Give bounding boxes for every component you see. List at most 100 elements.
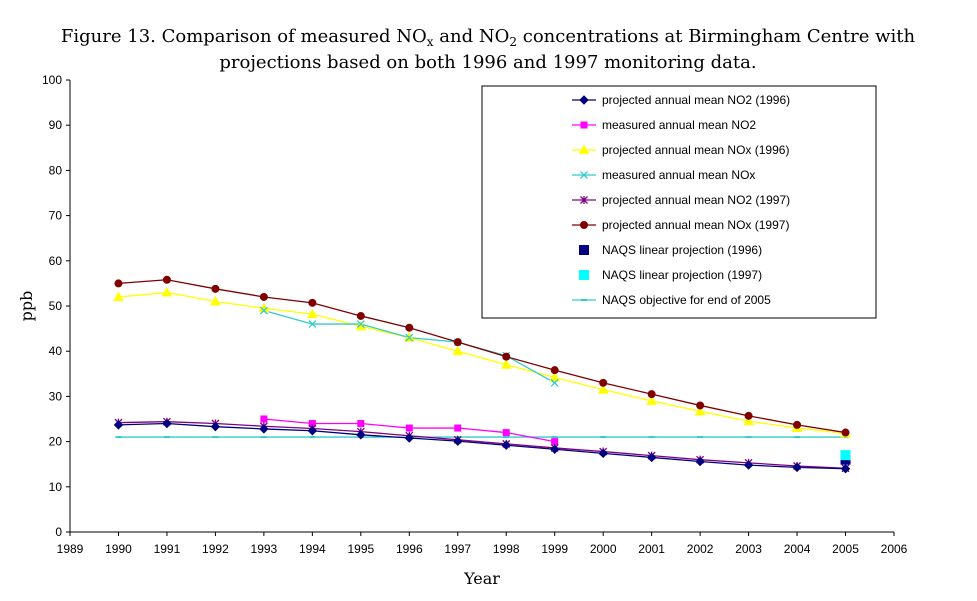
data-point bbox=[501, 440, 511, 450]
data-point bbox=[356, 320, 365, 329]
data-point bbox=[743, 415, 754, 426]
data-point bbox=[113, 420, 124, 430]
data-point bbox=[646, 395, 658, 405]
legend-swatch-marker bbox=[580, 171, 588, 179]
data-point bbox=[551, 438, 559, 446]
data-point bbox=[356, 430, 366, 440]
data-point bbox=[500, 359, 512, 369]
data-point bbox=[549, 444, 560, 454]
data-point bbox=[210, 421, 221, 432]
data-point bbox=[308, 420, 316, 428]
axes bbox=[66, 79, 895, 536]
x-axis-title: Year bbox=[463, 569, 500, 588]
data-point bbox=[598, 448, 608, 459]
legend-label: NAQS linear projection (1997) bbox=[602, 268, 762, 282]
legend-label: projected annual mean NOx (1996) bbox=[602, 143, 789, 157]
x-tick-label: 1994 bbox=[299, 542, 326, 556]
legend-swatch-marker bbox=[579, 270, 589, 280]
y-tick-label: 0 bbox=[55, 525, 62, 539]
data-point bbox=[357, 420, 365, 428]
chart-title-line2: projections based on both 1996 and 1997 … bbox=[219, 52, 756, 73]
data-point bbox=[549, 371, 561, 382]
data-point bbox=[405, 424, 413, 432]
series-line bbox=[118, 422, 846, 470]
x-tick-label: 1998 bbox=[493, 542, 520, 556]
data-point bbox=[114, 279, 123, 288]
y-tick-label: 30 bbox=[49, 389, 63, 403]
chart-title-line1: Figure 13. Comparison of measured NOx an… bbox=[61, 26, 916, 49]
legend: projected annual mean NO2 (1996) measured… bbox=[481, 85, 877, 319]
legend-swatch-marker bbox=[578, 144, 590, 154]
x-tick-label: 2001 bbox=[638, 542, 665, 556]
data-point bbox=[211, 284, 220, 293]
x-tick-label: 2005 bbox=[832, 542, 859, 556]
x-tick-label: 2003 bbox=[735, 542, 762, 556]
plot-area bbox=[113, 275, 851, 474]
legend-label: measured annual mean NOx bbox=[602, 168, 755, 182]
legend-swatch-marker bbox=[580, 121, 588, 129]
y-tick-label: 90 bbox=[49, 118, 63, 132]
data-point bbox=[502, 429, 510, 437]
data-point bbox=[210, 295, 221, 306]
legend-label: projected annual mean NO2 (1997) bbox=[602, 193, 790, 207]
series-line bbox=[263, 309, 556, 384]
x-tick-label: 1995 bbox=[347, 542, 374, 556]
y-tick-label: 50 bbox=[49, 299, 63, 313]
x-tick-label: 1991 bbox=[154, 542, 181, 556]
y-tick-label: 80 bbox=[49, 163, 63, 177]
x-tick-label: 2002 bbox=[687, 542, 714, 556]
legend-swatch-marker bbox=[579, 95, 589, 105]
data-point bbox=[453, 338, 462, 347]
data-point bbox=[840, 450, 851, 461]
y-axis-title: ppb bbox=[17, 291, 36, 322]
legend-label: projected annual mean NO2 (1996) bbox=[602, 93, 790, 107]
data-point bbox=[743, 460, 754, 470]
data-point bbox=[308, 320, 317, 329]
data-point bbox=[454, 424, 462, 432]
data-point bbox=[113, 291, 124, 301]
x-tick-label: 2006 bbox=[881, 542, 908, 556]
data-point bbox=[502, 352, 511, 361]
data-point bbox=[162, 275, 171, 284]
data-point bbox=[550, 366, 559, 375]
series-line bbox=[118, 279, 846, 434]
x-tick-label: 2004 bbox=[784, 542, 811, 556]
y-tick-label: 10 bbox=[49, 480, 63, 494]
data-point bbox=[647, 390, 656, 399]
data-point bbox=[793, 420, 802, 429]
data-point bbox=[646, 452, 657, 463]
legend-label: projected annual mean NOx (1997) bbox=[602, 218, 789, 232]
data-point bbox=[840, 464, 851, 474]
data-point bbox=[694, 405, 706, 416]
y-tick-label: 70 bbox=[49, 209, 63, 223]
y-tick-label: 100 bbox=[42, 73, 62, 87]
data-point bbox=[356, 311, 365, 320]
data-point bbox=[599, 378, 608, 387]
data-point bbox=[259, 424, 269, 434]
x-tick-label: 1999 bbox=[541, 542, 568, 556]
data-point bbox=[695, 456, 705, 467]
y-tick-label: 40 bbox=[49, 344, 63, 358]
data-point bbox=[307, 426, 318, 436]
data-point bbox=[696, 401, 705, 410]
legend-label: NAQS linear projection (1996) bbox=[602, 243, 762, 257]
data-point bbox=[405, 323, 414, 332]
legend-swatch-marker bbox=[580, 221, 588, 229]
data-point bbox=[161, 286, 173, 297]
x-tick-label: 2000 bbox=[590, 542, 617, 556]
x-tick-label: 1997 bbox=[444, 542, 471, 556]
data-point bbox=[841, 428, 850, 437]
data-point bbox=[404, 433, 415, 443]
y-tick-label: 60 bbox=[49, 254, 63, 268]
data-point bbox=[259, 306, 268, 315]
data-point bbox=[306, 308, 318, 319]
y-tick-label: 20 bbox=[49, 435, 63, 449]
legend-label: measured annual mean NO2 bbox=[602, 118, 756, 132]
x-tick-label: 1992 bbox=[202, 542, 229, 556]
x-tick-label: 1993 bbox=[251, 542, 278, 556]
data-point bbox=[453, 436, 463, 446]
data-point bbox=[550, 378, 559, 387]
x-tick-label: 1990 bbox=[105, 542, 132, 556]
tick-labels: 0 10 20 30 40 50 60 70 80 90 100 1989 1990 1991 1992 19… bbox=[42, 73, 908, 556]
legend-swatch-marker bbox=[580, 196, 588, 204]
